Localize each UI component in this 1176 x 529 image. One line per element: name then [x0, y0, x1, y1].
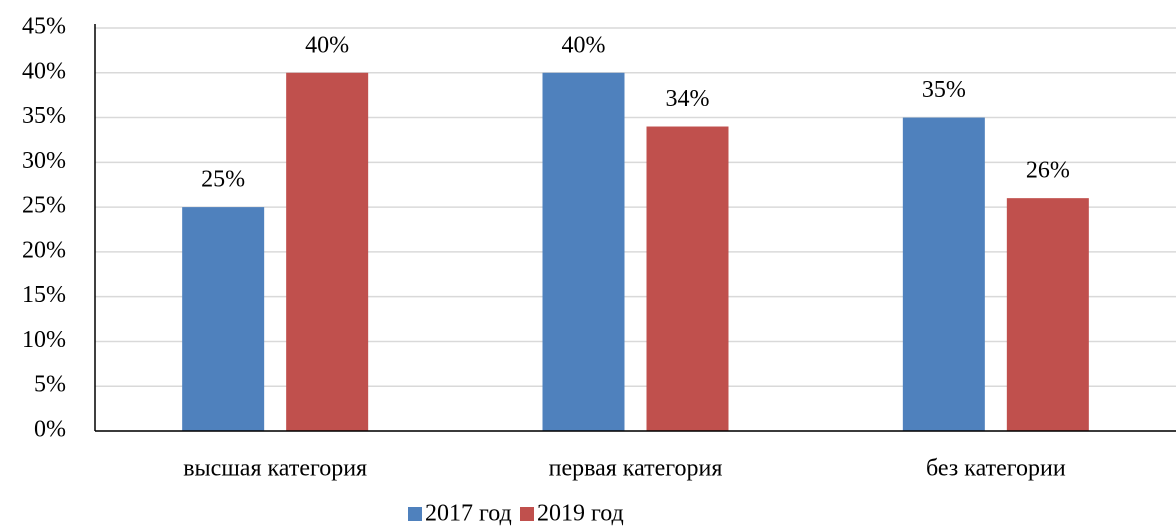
bar	[1006, 198, 1089, 431]
y-tick-label: 20%	[22, 237, 66, 263]
y-tick-label: 25%	[22, 193, 66, 219]
data-label: 40%	[562, 32, 606, 58]
x-tick-label: первая категория	[549, 456, 723, 482]
legend-swatch	[520, 507, 534, 521]
y-tick-label: 15%	[22, 282, 66, 308]
data-label: 25%	[201, 167, 245, 193]
y-tick-label: 35%	[22, 103, 66, 129]
data-label: 26%	[1026, 158, 1070, 184]
y-tick-label: 40%	[22, 58, 66, 84]
bar	[902, 117, 985, 432]
data-label: 35%	[922, 77, 966, 103]
y-tick-label: 10%	[22, 327, 66, 353]
legend-label: 2017 год	[425, 501, 512, 527]
legend-label: 2019 год	[537, 501, 624, 527]
bar	[646, 126, 729, 431]
data-label: 40%	[305, 32, 349, 58]
y-tick-label: 0%	[34, 417, 66, 443]
y-tick-label: 45%	[22, 14, 66, 40]
data-label: 34%	[666, 86, 710, 112]
legend-swatch	[408, 507, 422, 521]
bar	[542, 72, 625, 432]
y-tick-label: 30%	[22, 148, 66, 174]
x-tick-label: высшая категория	[183, 456, 367, 482]
bar	[286, 72, 369, 432]
x-tick-label: без категории	[926, 456, 1066, 482]
bar	[182, 207, 265, 431]
y-tick-label: 5%	[34, 372, 66, 398]
